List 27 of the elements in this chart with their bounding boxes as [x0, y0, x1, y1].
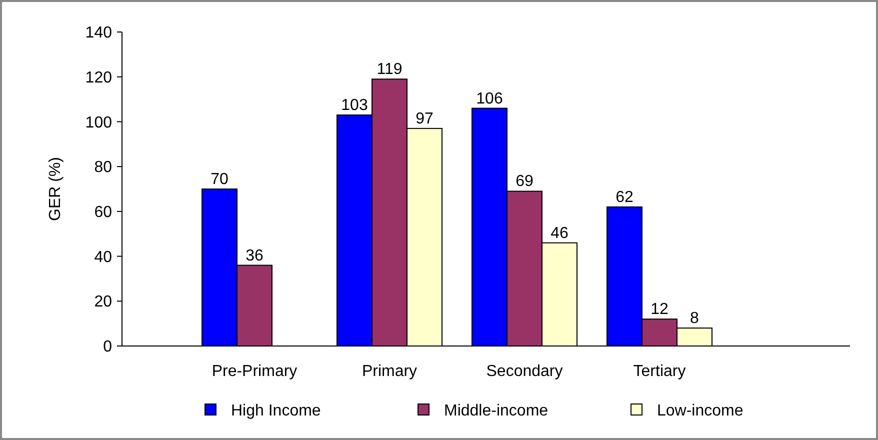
y-tick-label: 100 [85, 114, 112, 132]
x-tick-label: Secondary [486, 363, 563, 380]
y-tick-label: 0 [103, 338, 112, 356]
y-tick-label: 120 [85, 69, 112, 86]
y-tick-label: 20 [94, 294, 112, 311]
x-tick-label: Primary [362, 363, 418, 380]
legend-label: High Income [231, 402, 321, 420]
data-label: 8 [690, 310, 700, 328]
data-label: 119 [376, 61, 402, 78]
legend-label: Low-income [657, 402, 744, 420]
data-label: 103 [341, 96, 368, 114]
x-tick-label: Tertiary [633, 363, 686, 380]
legend-label: Middle-income [444, 402, 548, 420]
y-tick-label: 80 [94, 159, 112, 176]
data-label: 46 [550, 224, 568, 242]
x-tick-label: Pre-Primary [212, 363, 298, 380]
y-axis-title: GER (%) [47, 157, 64, 221]
data-label: 70 [210, 171, 228, 188]
y-tick-label: 60 [94, 204, 112, 222]
data-label: 97 [416, 110, 434, 128]
data-label: 106 [476, 90, 503, 108]
y-tick-label: 40 [94, 248, 112, 266]
data-label: 62 [616, 188, 634, 206]
data-label: 36 [246, 247, 264, 264]
y-tick-label: 140 [85, 24, 112, 42]
data-label: 12 [650, 301, 668, 318]
data-label: 69 [516, 173, 534, 190]
